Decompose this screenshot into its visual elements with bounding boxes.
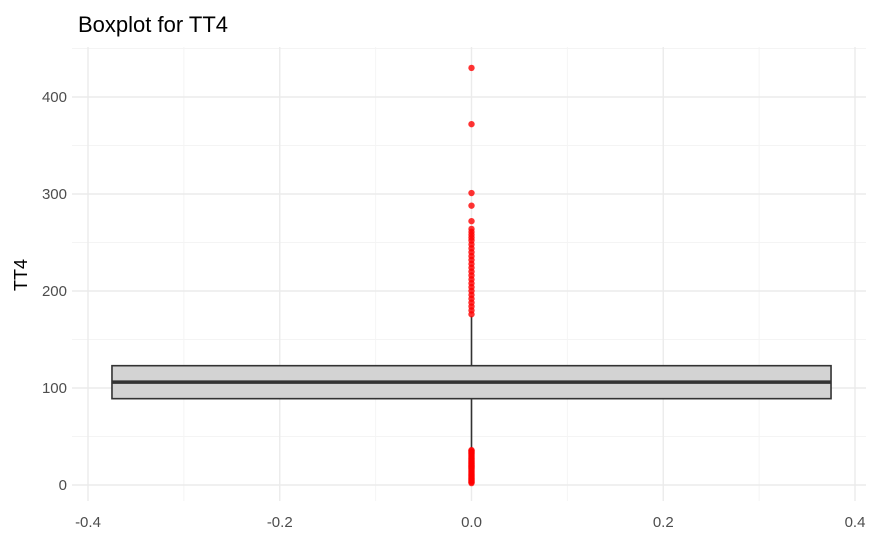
outlier-point — [468, 202, 475, 209]
chart-title: Boxplot for TT4 — [78, 12, 228, 37]
y-tick-labels: 0 100 200 300 400 — [42, 89, 67, 494]
outlier-point — [468, 120, 475, 128]
outlier-point — [468, 225, 475, 233]
x-tick-labels: -0.4 -0.2 0.0 0.2 0.4 — [75, 514, 865, 531]
x-tick-label: 0.4 — [845, 514, 866, 531]
outlier-point — [468, 189, 475, 197]
x-tick-label: 0.0 — [461, 514, 482, 531]
y-axis-title: TT4 — [11, 259, 31, 291]
x-tick-label: -0.2 — [267, 514, 293, 531]
outlier-point — [468, 217, 475, 225]
x-tick-label: -0.4 — [75, 514, 101, 531]
x-tick-label: 0.2 — [653, 514, 674, 531]
plot-area — [111, 64, 832, 487]
y-tick-label: 100 — [42, 380, 67, 397]
y-tick-label: 300 — [42, 186, 67, 203]
y-tick-label: 0 — [59, 477, 67, 494]
outlier-point — [468, 64, 475, 72]
y-tick-label: 200 — [42, 283, 67, 300]
outlier-point — [468, 446, 475, 454]
y-tick-label: 400 — [42, 89, 67, 106]
